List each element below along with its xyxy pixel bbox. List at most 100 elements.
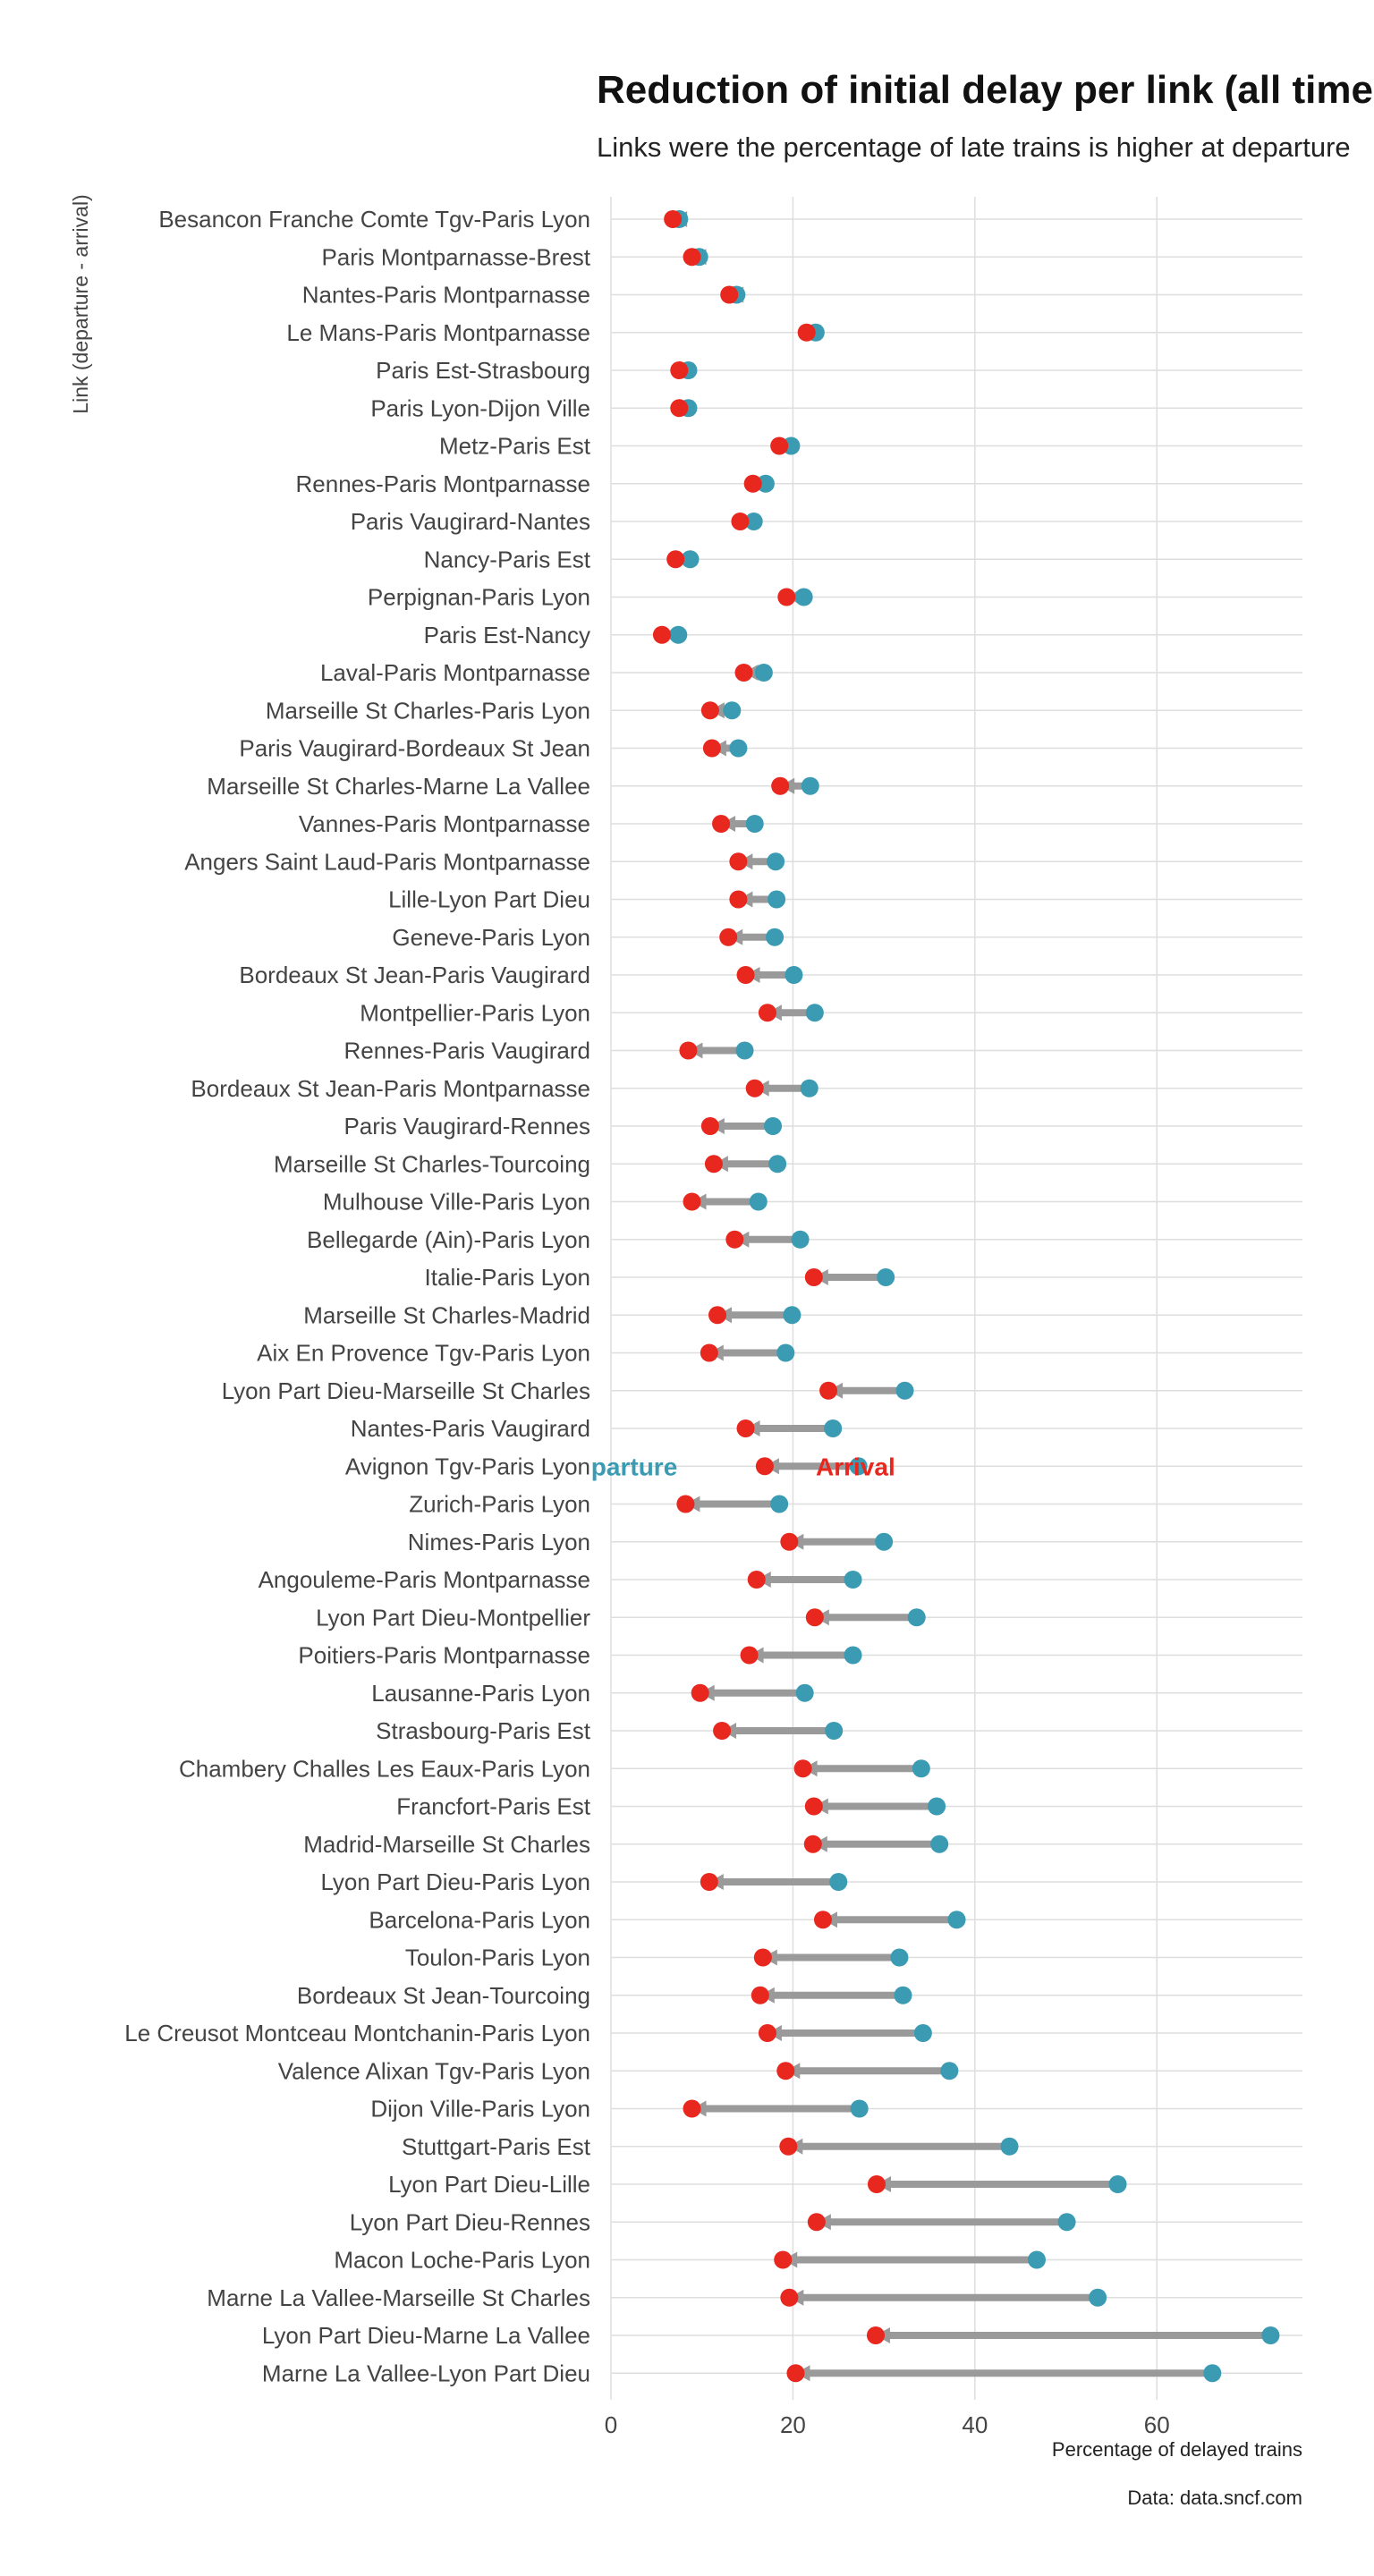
arrival-point: [729, 852, 748, 871]
arrival-point: [702, 739, 721, 758]
category-label: Marseille St Charles-Paris Lyon: [266, 697, 590, 724]
departure-point: [729, 739, 748, 758]
arrival-point: [700, 1343, 718, 1362]
arrival-point: [793, 1759, 812, 1778]
departure-point: [681, 550, 700, 569]
arrival-point: [664, 210, 683, 228]
departure-point: [947, 1911, 966, 1929]
departure-point: [795, 1683, 814, 1702]
departure-point: [800, 1079, 818, 1097]
category-label: Italie-Paris Lyon: [425, 1264, 590, 1291]
category-label: Lyon Part Dieu-Montpellier: [316, 1604, 590, 1631]
category-label: Bordeaux St Jean-Paris Vaugirard: [239, 962, 590, 988]
x-tick-label: 0: [605, 2411, 617, 2438]
departure-point: [805, 1004, 824, 1022]
arrival-point: [803, 1835, 822, 1853]
departure-point: [669, 625, 688, 644]
arrival-point: [666, 550, 685, 569]
category-label: Le Creusot Montceau Montchanin-Paris Lyo…: [124, 2020, 590, 2046]
arrival-point: [712, 815, 731, 833]
arrival-point: [670, 361, 689, 379]
departure-point: [829, 1873, 848, 1891]
category-label: Dijon Ville-Paris Lyon: [370, 2096, 590, 2123]
category-label: Bordeaux St Jean-Paris Montparnasse: [191, 1075, 590, 1102]
departure-point: [844, 1646, 862, 1665]
category-label: Paris Vaugirard-Bordeaux St Jean: [239, 735, 590, 762]
arrival-point: [713, 1722, 732, 1740]
arrival-point: [729, 890, 748, 909]
category-label: Vannes-Paris Montparnasse: [299, 810, 590, 837]
arrival-point: [758, 2024, 776, 2042]
arrival-point: [751, 1986, 769, 2004]
category-label: Rennes-Paris Vaugirard: [344, 1038, 590, 1064]
category-label: Zurich-Paris Lyon: [409, 1491, 590, 1518]
arrival-point: [691, 1683, 709, 1702]
departure-point: [895, 1381, 914, 1400]
departure-point: [875, 1532, 894, 1551]
category-label: Paris Lyon-Dijon Ville: [370, 394, 590, 421]
category-label: Nantes-Paris Vaugirard: [351, 1415, 590, 1442]
arrival-point: [719, 928, 738, 946]
departure-point: [940, 2062, 959, 2080]
arrival-point: [731, 513, 750, 530]
departure-point: [801, 776, 819, 795]
departure-point: [768, 1155, 787, 1174]
departure-point: [930, 1835, 949, 1853]
departure-point: [766, 928, 785, 946]
departure-point: [913, 2024, 932, 2042]
y-axis-title: Link (departure - arrival): [69, 194, 92, 413]
arrival-point: [700, 1117, 719, 1135]
category-label: Paris Vaugirard-Nantes: [351, 508, 590, 535]
arrival-point: [804, 1268, 823, 1286]
departure-point: [791, 1230, 810, 1249]
arrival-point: [866, 2326, 885, 2344]
departure-point: [764, 1117, 783, 1135]
departure-point: [785, 966, 803, 984]
departure-point: [768, 890, 786, 909]
arrival-point: [734, 664, 753, 682]
departure-point: [1028, 2250, 1047, 2269]
arrival-point: [747, 1571, 766, 1589]
departure-point: [794, 588, 813, 606]
category-label: Aix En Provence Tgv-Paris Lyon: [257, 1340, 590, 1367]
arrival-point: [786, 2364, 805, 2383]
category-label: Stuttgart-Paris Est: [402, 2133, 591, 2160]
departure-point: [767, 852, 785, 871]
category-label: Paris Est-Strasbourg: [376, 357, 590, 384]
category-label: Laval-Paris Montparnasse: [320, 659, 590, 686]
category-label: Angers Saint Laud-Paris Montparnasse: [184, 848, 590, 875]
arrival-point: [736, 966, 755, 984]
arrival-point: [804, 1797, 823, 1816]
category-label: Francfort-Paris Est: [396, 1793, 590, 1820]
caption: Data: data.sncf.com: [1127, 2487, 1302, 2509]
x-tick-label: 60: [1144, 2411, 1170, 2438]
chart-subtitle: Links were the percentage of late trains…: [597, 131, 1351, 163]
x-axis-ticks: 0 20 40 60: [605, 2411, 1170, 2438]
arrival-point: [725, 1230, 744, 1249]
arrival-point: [736, 1419, 755, 1437]
category-labels: Besancon Franche Comte Tgv-Paris Lyon Par…: [124, 206, 591, 2386]
departure-point: [1261, 2326, 1280, 2344]
category-label: Marne La Vallee-Marseille St Charles: [207, 2284, 590, 2311]
category-label: Lyon Part Dieu-Marseille St Charles: [222, 1377, 590, 1404]
arrival-point: [780, 1532, 799, 1551]
departure-point: [1089, 2288, 1107, 2307]
arrival-point: [720, 285, 739, 304]
departure-point: [754, 664, 773, 682]
departure-point: [723, 701, 742, 720]
category-label: Besancon Franche Comte Tgv-Paris Lyon: [158, 206, 590, 233]
arrival-point: [708, 1306, 727, 1325]
category-label: Lille-Lyon Part Dieu: [388, 886, 590, 913]
departure-point: [1000, 2137, 1019, 2156]
arrival-point: [652, 625, 671, 644]
arrival-point: [813, 1911, 832, 1929]
departure-point: [844, 1571, 862, 1589]
x-tick-label: 40: [962, 2411, 988, 2438]
arrival-point: [770, 436, 789, 455]
category-label: Paris Vaugirard-Rennes: [344, 1113, 590, 1140]
category-label: Chambery Challes Les Eaux-Paris Lyon: [179, 1755, 590, 1782]
category-label: Bellegarde (Ain)-Paris Lyon: [307, 1226, 590, 1253]
legend-arrival: Arrival: [816, 1453, 895, 1480]
arrival-point: [683, 2099, 701, 2118]
x-axis-title: Percentage of delayed trains: [1052, 2438, 1302, 2461]
